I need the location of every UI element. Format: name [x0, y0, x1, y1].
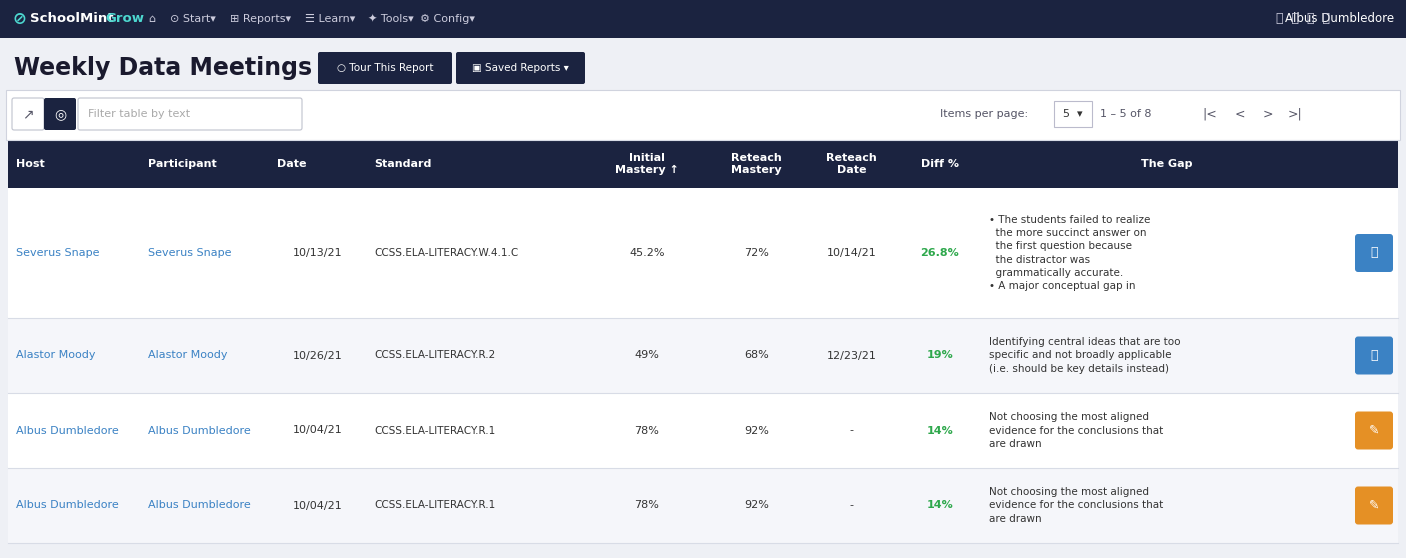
- Text: Date: Date: [277, 159, 307, 169]
- FancyBboxPatch shape: [44, 98, 76, 130]
- Text: 10/26/21: 10/26/21: [292, 350, 343, 360]
- Text: 🔍  📅  ❓  👤: 🔍 📅 ❓ 👤: [1277, 12, 1330, 26]
- Text: Diff %: Diff %: [921, 159, 959, 169]
- Text: Reteach
Mastery: Reteach Mastery: [731, 153, 782, 175]
- Text: The Gap: The Gap: [1142, 159, 1192, 169]
- Text: ⊞ Reports▾: ⊞ Reports▾: [231, 14, 291, 24]
- Text: 10/04/21: 10/04/21: [292, 426, 343, 435]
- Text: Alastor Moody: Alastor Moody: [15, 350, 96, 360]
- Text: 10/13/21: 10/13/21: [294, 248, 343, 258]
- Text: Alastor Moody: Alastor Moody: [148, 350, 228, 360]
- Text: >|: >|: [1288, 108, 1302, 121]
- Text: |<: |<: [1202, 108, 1218, 121]
- Text: 14%: 14%: [927, 426, 953, 435]
- Text: Severus Snape: Severus Snape: [15, 248, 100, 258]
- Text: Not choosing the most aligned
evidence for the conclusions that
are drawn: Not choosing the most aligned evidence f…: [988, 412, 1163, 449]
- Text: CCSS.ELA-LITERACY.R.1: CCSS.ELA-LITERACY.R.1: [374, 426, 496, 435]
- Bar: [8, 318, 1398, 393]
- Text: Host: Host: [15, 159, 45, 169]
- Text: CCSS.ELA-LITERACY.R.1: CCSS.ELA-LITERACY.R.1: [374, 501, 496, 511]
- Text: 19%: 19%: [927, 350, 953, 360]
- Text: ⊙ Start▾: ⊙ Start▾: [170, 14, 217, 24]
- Text: 👁: 👁: [1371, 247, 1378, 259]
- FancyBboxPatch shape: [456, 52, 585, 84]
- Text: ◎: ◎: [53, 107, 66, 121]
- Text: -: -: [849, 426, 853, 435]
- Text: • The students failed to realize
  the more succinct answer on
  the first quest: • The students failed to realize the mor…: [988, 215, 1150, 291]
- Text: Initial
Mastery ↑: Initial Mastery ↑: [614, 153, 679, 175]
- Text: <: <: [1234, 108, 1246, 121]
- Text: ⚙ Config▾: ⚙ Config▾: [420, 14, 475, 24]
- FancyBboxPatch shape: [1355, 234, 1393, 272]
- Text: Albus Dumbledore: Albus Dumbledore: [148, 426, 250, 435]
- Text: 68%: 68%: [744, 350, 769, 360]
- Text: ⊘: ⊘: [13, 10, 25, 28]
- Text: Albus Dumbledore: Albus Dumbledore: [1285, 12, 1393, 26]
- Text: 78%: 78%: [634, 426, 659, 435]
- Text: 45.2%: 45.2%: [628, 248, 665, 258]
- Text: -: -: [849, 501, 853, 511]
- Text: CCSS.ELA-LITERACY.W.4.1.C: CCSS.ELA-LITERACY.W.4.1.C: [374, 248, 519, 258]
- Bar: [8, 188, 1398, 318]
- Text: 👁: 👁: [1371, 349, 1378, 362]
- Text: ○ Tour This Report: ○ Tour This Report: [337, 63, 433, 73]
- Text: 92%: 92%: [744, 426, 769, 435]
- Text: Severus Snape: Severus Snape: [148, 248, 232, 258]
- FancyBboxPatch shape: [1054, 101, 1092, 127]
- Text: ☰ Learn▾: ☰ Learn▾: [305, 14, 356, 24]
- Text: ⌂: ⌂: [148, 14, 155, 24]
- Text: Filter table by text: Filter table by text: [89, 109, 190, 119]
- Text: Items per page:: Items per page:: [941, 109, 1028, 119]
- FancyBboxPatch shape: [77, 98, 302, 130]
- Text: 10/14/21: 10/14/21: [827, 248, 876, 258]
- FancyBboxPatch shape: [318, 52, 451, 84]
- Text: 5  ▾: 5 ▾: [1063, 109, 1083, 119]
- Text: Grow: Grow: [105, 12, 143, 26]
- Text: CCSS.ELA-LITERACY.R.2: CCSS.ELA-LITERACY.R.2: [374, 350, 496, 360]
- Text: SchoolMint: SchoolMint: [30, 12, 114, 26]
- FancyBboxPatch shape: [13, 98, 44, 130]
- Text: Identifying central ideas that are too
specific and not broadly applicable
(i.e.: Identifying central ideas that are too s…: [988, 337, 1181, 374]
- Bar: [6, 90, 1400, 140]
- FancyBboxPatch shape: [1355, 336, 1393, 374]
- FancyBboxPatch shape: [1355, 411, 1393, 450]
- Text: ▣ Saved Reports ▾: ▣ Saved Reports ▾: [472, 63, 569, 73]
- Text: ✎: ✎: [1369, 499, 1379, 512]
- Bar: [0, 0, 1406, 38]
- FancyBboxPatch shape: [1355, 487, 1393, 525]
- Text: 14%: 14%: [927, 501, 953, 511]
- Text: >: >: [1263, 108, 1274, 121]
- Text: ↗: ↗: [22, 107, 34, 121]
- Text: Albus Dumbledore: Albus Dumbledore: [148, 501, 250, 511]
- Text: 72%: 72%: [744, 248, 769, 258]
- Bar: [8, 468, 1398, 543]
- Text: ✎: ✎: [1369, 424, 1379, 437]
- Text: Albus Dumbledore: Albus Dumbledore: [15, 426, 118, 435]
- Text: Standard: Standard: [374, 159, 432, 169]
- Text: Albus Dumbledore: Albus Dumbledore: [15, 501, 118, 511]
- Text: 26.8%: 26.8%: [921, 248, 959, 258]
- Text: Reteach
Date: Reteach Date: [827, 153, 877, 175]
- Text: Weekly Data Meetings Report: Weekly Data Meetings Report: [14, 56, 411, 80]
- Text: 92%: 92%: [744, 501, 769, 511]
- Text: 12/23/21: 12/23/21: [827, 350, 877, 360]
- Text: 10/04/21: 10/04/21: [292, 501, 343, 511]
- Text: 49%: 49%: [634, 350, 659, 360]
- Text: ✦ Tools▾: ✦ Tools▾: [368, 14, 413, 24]
- Bar: [8, 393, 1398, 468]
- Text: Participant: Participant: [148, 159, 217, 169]
- Bar: [8, 140, 1398, 188]
- Text: 1 – 5 of 8: 1 – 5 of 8: [1099, 109, 1152, 119]
- Text: Not choosing the most aligned
evidence for the conclusions that
are drawn: Not choosing the most aligned evidence f…: [988, 487, 1163, 524]
- Text: 78%: 78%: [634, 501, 659, 511]
